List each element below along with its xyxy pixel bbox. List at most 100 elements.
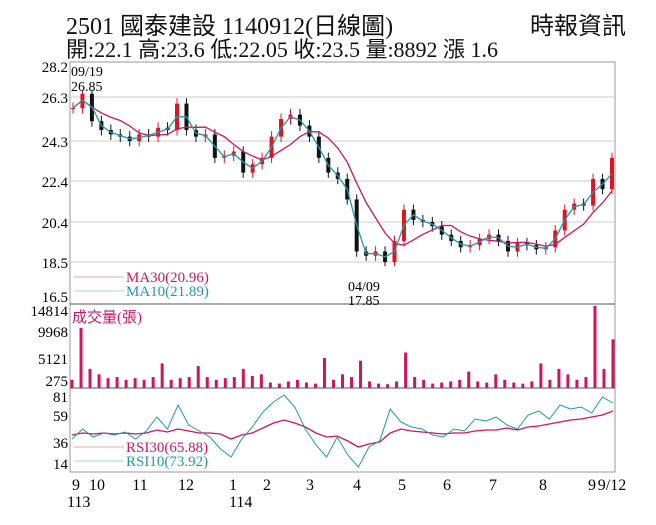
volume-bar <box>494 374 498 388</box>
volume-bar <box>368 381 372 388</box>
chart-title: 2501 國泰建設 1140912(日線圖) <box>66 14 394 40</box>
volume-bar <box>70 379 74 388</box>
volume-bar <box>404 352 408 388</box>
volume-bar <box>521 383 525 388</box>
volume-bar <box>449 381 453 388</box>
rsi-tick-label: 81 <box>53 390 68 406</box>
volume-bar <box>593 306 597 388</box>
volume-bar <box>395 381 399 388</box>
ma30-line <box>72 99 613 247</box>
rsi-tick-label: 59 <box>53 409 68 425</box>
price-tick-label: 18.5 <box>42 256 68 272</box>
quote-summary: 開:22.1 高:23.6 低:22.05 收:23.5 量:8892 漲 1.… <box>66 37 499 62</box>
volume-bar <box>566 374 570 388</box>
rsi-tick-label: 14 <box>53 457 69 473</box>
volume-tick-label: 275 <box>46 374 69 390</box>
volume-bar <box>178 378 182 388</box>
volume-bar <box>440 382 444 388</box>
volume-bar <box>377 383 381 388</box>
source-label: 時報資訊 <box>530 14 626 40</box>
volume-bar <box>386 384 390 388</box>
volume-bar <box>232 377 236 388</box>
annotation-value: 26.85 <box>71 80 103 95</box>
candle-body <box>610 157 614 190</box>
volume-bar <box>557 368 561 388</box>
volume-bar <box>503 379 507 388</box>
volume-bar <box>611 339 615 388</box>
volume-bar <box>133 378 137 388</box>
annotation-value: 17.85 <box>348 294 380 309</box>
volume-bar <box>413 377 417 388</box>
volume-bar <box>359 360 363 388</box>
volume-bar <box>295 379 299 388</box>
rsi10-line <box>71 394 614 468</box>
volume-bar <box>268 382 272 388</box>
ma10-line <box>72 99 613 258</box>
volume-bar <box>322 357 326 388</box>
volume-bar <box>467 371 471 388</box>
rsi30-line <box>71 410 614 448</box>
volume-bar <box>160 363 164 388</box>
volume-bar <box>250 375 254 388</box>
volume-bar <box>584 377 588 388</box>
price-tick-label: 22.4 <box>42 175 69 191</box>
volume-bar <box>79 327 83 388</box>
price-tick-label: 28.2 <box>42 60 68 76</box>
volume-bar <box>341 374 344 388</box>
volume-bar <box>485 382 489 388</box>
year-label: 113 <box>67 494 90 511</box>
legend-label: MA10(21.89) <box>126 284 209 300</box>
volume-bar <box>142 379 146 388</box>
year-label: 114 <box>229 494 252 511</box>
volume-bar <box>602 368 606 388</box>
volume-bar <box>205 377 209 388</box>
volume-bar <box>196 366 200 388</box>
volume-bar <box>259 374 263 388</box>
x-tick-label: 8 <box>539 477 547 494</box>
plot-frame <box>69 61 616 473</box>
x-tick-label: 12 <box>178 477 194 494</box>
legend-label: RSI10(73.92) <box>126 454 208 470</box>
rsi-tick-label: 36 <box>53 436 69 452</box>
volume-bar <box>106 378 110 388</box>
volume-bar <box>304 382 308 388</box>
legend-label: MA30(20.96) <box>126 270 209 286</box>
volume-title: 成交量(張) <box>72 308 142 326</box>
volume-bar <box>458 379 462 388</box>
volume-bar <box>476 381 480 388</box>
x-tick-label: 5 <box>398 477 406 494</box>
volume-bar <box>548 379 552 388</box>
volume-bar <box>331 379 335 388</box>
volume-bar <box>539 363 543 388</box>
x-tick-label: 10 <box>89 477 105 494</box>
volume-bar <box>88 368 92 388</box>
price-tick-label: 16.5 <box>42 290 68 306</box>
volume-bar <box>115 377 119 388</box>
volume-bar <box>223 378 227 388</box>
x-tick-label: 3 <box>306 477 314 494</box>
candle-body <box>71 108 75 109</box>
legend-label: RSI30(65.88) <box>126 440 208 456</box>
volume-bar <box>214 379 218 388</box>
x-tick-label: 11 <box>132 477 147 494</box>
volume-bar <box>151 377 155 388</box>
x-tick-label: 6 <box>443 477 451 494</box>
volume-bar <box>313 383 317 388</box>
price-tick-label: 24.3 <box>42 135 68 151</box>
volume-bar <box>169 379 173 388</box>
volume-tick-label: 14814 <box>31 304 69 320</box>
volume-bar <box>422 379 426 388</box>
x-tick-label: 4 <box>353 477 361 494</box>
x-tick-label: 7 <box>489 477 497 494</box>
volume-bar <box>575 379 579 388</box>
volume-bar <box>241 368 245 388</box>
x-tick-label: 2 <box>263 477 271 494</box>
volume-bar <box>286 381 290 388</box>
volume-bar <box>512 382 516 388</box>
volume-bar <box>97 374 101 388</box>
x-tick-label: 9 <box>588 477 596 494</box>
volume-bar <box>277 383 281 388</box>
volume-bar <box>431 383 435 388</box>
